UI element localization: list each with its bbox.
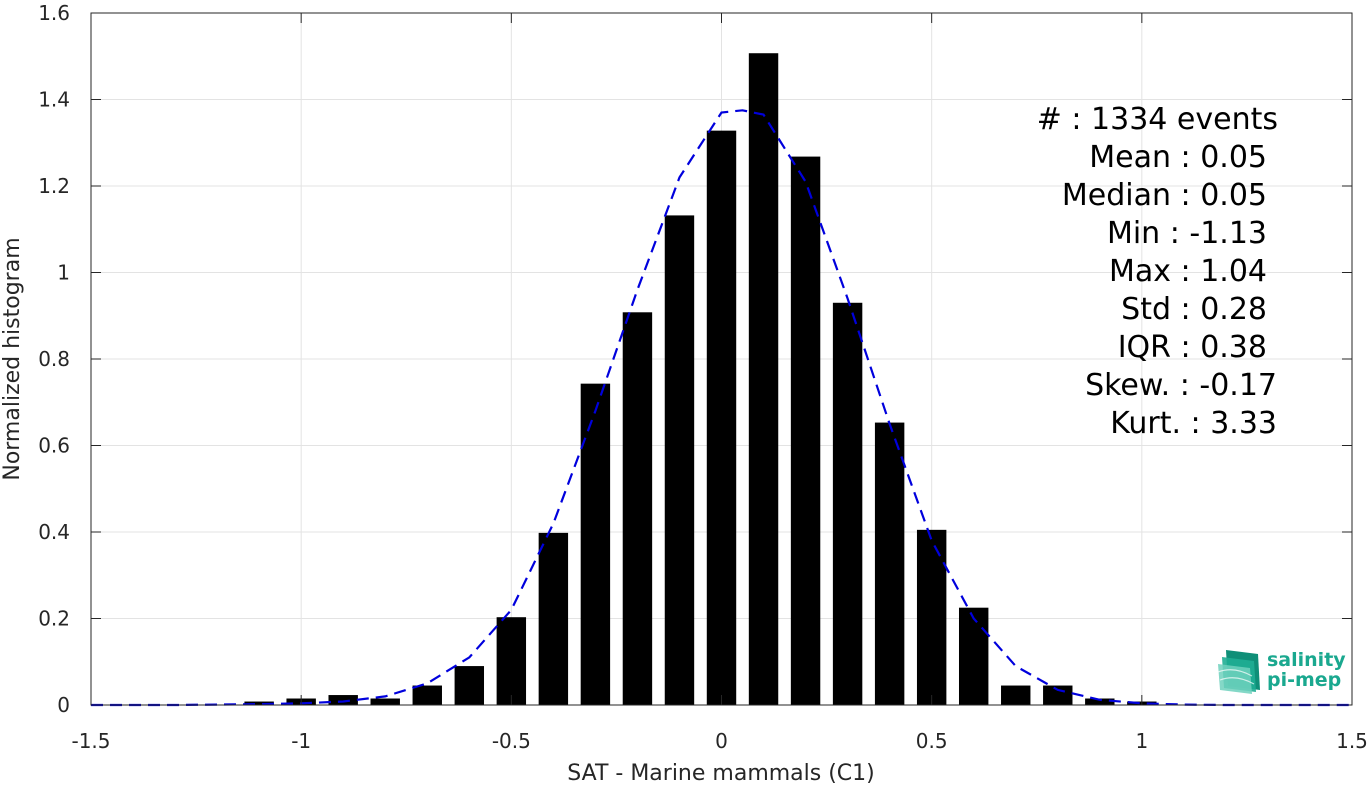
stats-count: # : 1334 events [1037, 102, 1278, 137]
x-axis-label: SAT - Marine mammals (C1) [567, 761, 875, 785]
axis-ticks [90, 12, 1353, 706]
fit-curve-group [91, 109, 1352, 707]
histogram-bar-5 [454, 666, 485, 705]
histogram-bar-14 [832, 302, 863, 705]
x-tick-label-3: 0 [715, 729, 728, 753]
y-tick-label-7: 1.4 [38, 88, 70, 112]
histogram-bar-17 [958, 607, 989, 705]
stats-skew: Skew. : -0.17 [1085, 368, 1277, 403]
histogram-bar-0 [244, 701, 274, 705]
wave-layers-icon [1217, 650, 1260, 694]
y-tick-label-1: 0.2 [38, 607, 70, 631]
x-tick-labels: -1.5 -1 -0.5 0 0.5 1 1.5 [71, 729, 1367, 753]
histogram-bar-6 [496, 617, 527, 705]
histogram-bar-13 [790, 156, 821, 706]
logo-text-line2: pi-mep [1267, 669, 1341, 691]
y-axis-label: Normalized histogram [0, 237, 25, 480]
histogram-bar-15 [874, 422, 905, 705]
stats-median: Median : 0.05 [1062, 178, 1267, 213]
histogram-bar-3 [370, 698, 400, 705]
histogram-bar-4 [412, 685, 442, 705]
y-tick-label-5: 1 [57, 261, 70, 285]
histogram-bar-16 [916, 529, 947, 705]
x-tick-label-1: -1 [291, 729, 311, 753]
stats-box: # : 1334 events Mean : 0.05 Median : 0.0… [1037, 102, 1278, 441]
histogram-bar-11 [706, 130, 737, 705]
histogram-bar-20 [1085, 698, 1115, 705]
x-tick-label-0: -1.5 [71, 729, 110, 753]
histogram-bar-2 [328, 695, 358, 705]
histogram-bar-8 [580, 383, 611, 705]
histogram-bar-10 [664, 215, 695, 705]
x-tick-label-5: 1 [1135, 729, 1148, 753]
y-tick-label-8: 1.6 [38, 1, 70, 25]
histogram-bar-7 [538, 532, 569, 705]
stats-min: Min : -1.13 [1107, 216, 1267, 251]
histogram-bar-12 [748, 53, 779, 706]
histogram-bar-19 [1043, 685, 1073, 705]
logo-text-line1: salinity [1267, 649, 1346, 671]
x-tick-label-6: 1.5 [1336, 729, 1367, 753]
y-tick-label-0: 0 [57, 693, 70, 717]
histogram-bar-9 [622, 312, 653, 705]
stats-iqr: IQR : 0.38 [1118, 330, 1267, 365]
fit-curve [91, 109, 1352, 707]
y-tick-label-4: 0.8 [38, 347, 70, 371]
x-tick-label-2: -0.5 [492, 729, 531, 753]
x-tick-label-4: 0.5 [916, 729, 948, 753]
y-tick-labels: 0 0.2 0.4 0.6 0.8 1 1.2 1.4 1.6 [38, 1, 70, 717]
histogram-bar-18 [1001, 685, 1031, 705]
stats-std: Std : 0.28 [1121, 292, 1267, 327]
stats-mean: Mean : 0.05 [1089, 140, 1267, 175]
histogram-bars [244, 53, 1157, 706]
salinity-pi-mep-logo: salinity pi-mep [1217, 649, 1346, 694]
y-tick-label-6: 1.2 [38, 174, 70, 198]
y-tick-label-3: 0.6 [38, 434, 70, 458]
stats-max: Max : 1.04 [1109, 254, 1267, 289]
y-tick-label-2: 0.4 [38, 520, 70, 544]
stats-kurt: Kurt. : 3.33 [1110, 406, 1277, 441]
